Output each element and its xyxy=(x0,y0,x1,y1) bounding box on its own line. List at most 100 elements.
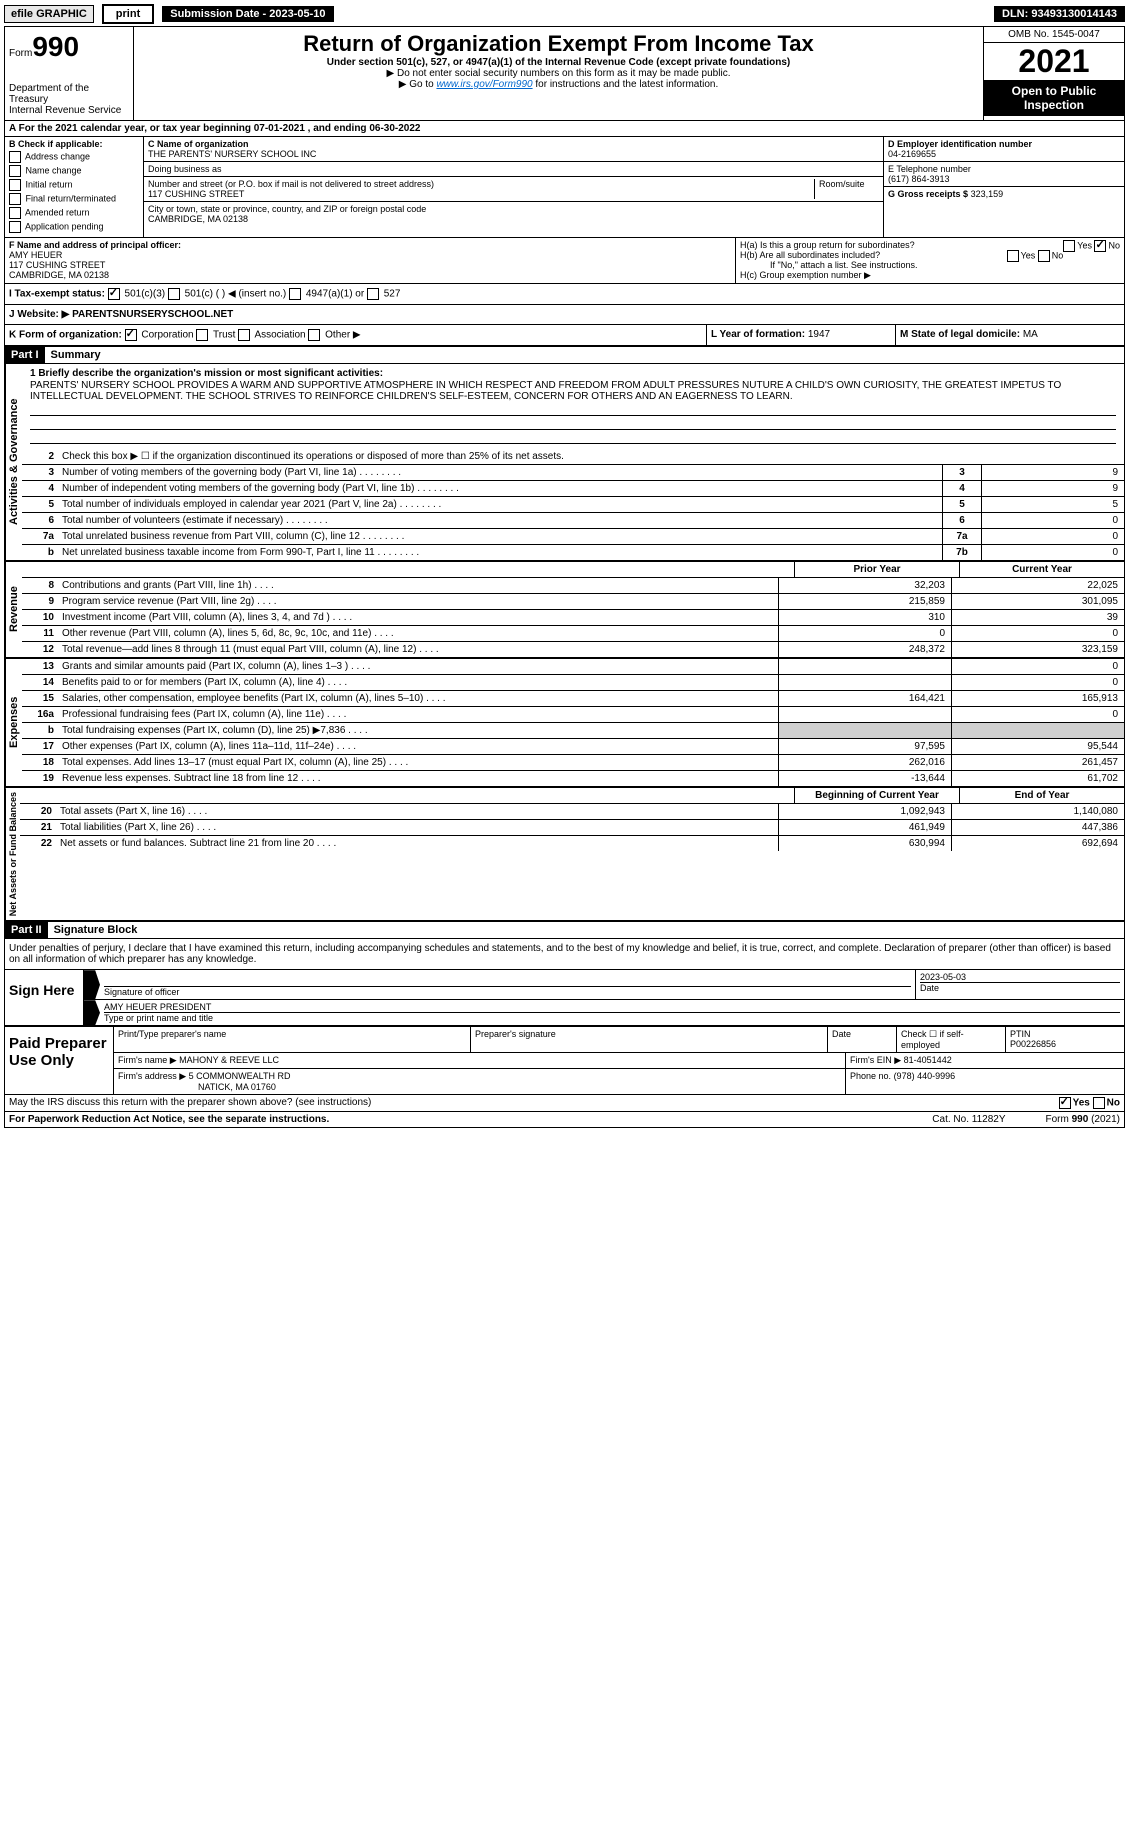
yes-label2: Yes xyxy=(1021,250,1036,260)
preparer-header-row: Print/Type preparer's name Preparer's si… xyxy=(114,1027,1124,1053)
paperwork-notice: For Paperwork Reduction Act Notice, see … xyxy=(9,1114,329,1125)
line-desc: Investment income (Part VIII, column (A)… xyxy=(58,610,778,625)
assoc-checkbox[interactable] xyxy=(238,329,250,341)
checkbox[interactable] xyxy=(9,151,21,163)
501c-checkbox[interactable] xyxy=(168,288,180,300)
gross-value: 323,159 xyxy=(971,189,1004,199)
501c3-checkbox[interactable] xyxy=(108,288,120,300)
year-header-row: Prior Year Current Year xyxy=(22,562,1124,578)
line-desc: Benefits paid to or for members (Part IX… xyxy=(58,675,778,690)
eoy-header: End of Year xyxy=(959,788,1124,803)
line-num-box: 4 xyxy=(942,481,981,496)
line-val: 9 xyxy=(981,465,1124,480)
line-desc: Number of independent voting members of … xyxy=(58,481,942,496)
officer-printed-name: AMY HEUER PRESIDENT xyxy=(104,1002,1120,1012)
current-val: 261,457 xyxy=(951,755,1124,770)
current-val: 165,913 xyxy=(951,691,1124,706)
part1-header: Part I Summary xyxy=(5,347,1124,364)
city-row: City or town, state or province, country… xyxy=(144,202,883,226)
sign-here-label: Sign Here xyxy=(5,970,84,1025)
line-row: 4Number of independent voting members of… xyxy=(22,481,1124,497)
line-desc: Total liabilities (Part X, line 26) . . … xyxy=(56,820,778,835)
current-val: 0 xyxy=(951,626,1124,641)
section-c: C Name of organization THE PARENTS' NURS… xyxy=(144,137,884,237)
sig-label: Signature of officer xyxy=(104,986,911,997)
trust-checkbox[interactable] xyxy=(196,329,208,341)
line-num: 12 xyxy=(22,642,58,657)
527-checkbox[interactable] xyxy=(367,288,379,300)
4947-checkbox[interactable] xyxy=(289,288,301,300)
other-checkbox[interactable] xyxy=(308,329,320,341)
section-e: E Telephone number (617) 864-3913 xyxy=(884,162,1124,187)
hb-yes-checkbox[interactable] xyxy=(1007,250,1019,262)
line-row: 7aTotal unrelated business revenue from … xyxy=(22,529,1124,545)
line-desc: Other revenue (Part VIII, column (A), li… xyxy=(58,626,778,641)
hb-no-checkbox[interactable] xyxy=(1038,250,1050,262)
preparer-section: Paid Preparer Use Only Print/Type prepar… xyxy=(5,1027,1124,1095)
mission-box: 1 Briefly describe the organization's mi… xyxy=(22,364,1124,449)
name-label: C Name of organization xyxy=(148,139,879,149)
part2-badge: Part II xyxy=(5,922,48,938)
blank-num2 xyxy=(20,788,56,803)
line-row: 21Total liabilities (Part X, line 26) . … xyxy=(20,820,1124,836)
checkbox-line: Application pending xyxy=(9,221,139,233)
street-label: Number and street (or P.O. box if mail i… xyxy=(148,179,810,189)
checkbox[interactable] xyxy=(9,193,21,205)
line-num: 10 xyxy=(22,610,58,625)
line-desc: Total fundraising expenses (Part IX, col… xyxy=(58,723,778,738)
line-row: 5Total number of individuals employed in… xyxy=(22,497,1124,513)
checkbox[interactable] xyxy=(9,179,21,191)
prior-val xyxy=(778,707,951,722)
irs-link[interactable]: www.irs.gov/Form990 xyxy=(436,79,532,90)
subtitle: Under section 501(c), 527, or 4947(a)(1)… xyxy=(138,57,979,68)
line-val: 9 xyxy=(981,481,1124,496)
line-num: 16a xyxy=(22,707,58,722)
line-row: 13Grants and similar amounts paid (Part … xyxy=(22,659,1124,675)
prior-val: 32,203 xyxy=(778,578,951,593)
discuss-no-checkbox[interactable] xyxy=(1093,1097,1105,1109)
corp-checkbox[interactable] xyxy=(125,329,137,341)
city-value: CAMBRIDGE, MA 02138 xyxy=(148,214,879,224)
officer-name: AMY HEUER xyxy=(9,250,731,260)
website-value: PARENTSNURSERYSCHOOL.NET xyxy=(72,309,233,320)
addr-cell: Firm's address ▶ 5 COMMONWEALTH RD NATIC… xyxy=(114,1069,846,1094)
part1-title: Summary xyxy=(45,347,107,363)
line-num: 19 xyxy=(22,771,58,786)
discuss-yes-checkbox[interactable] xyxy=(1059,1097,1071,1109)
ein-label: D Employer identification number xyxy=(888,139,1120,149)
line-num: 13 xyxy=(22,659,58,674)
dln: DLN: 93493130014143 xyxy=(994,6,1125,22)
line-row: 17Other expenses (Part IX, column (A), l… xyxy=(22,739,1124,755)
mission-line2 xyxy=(30,403,1116,416)
preparer-grid: Print/Type preparer's name Preparer's si… xyxy=(114,1027,1124,1094)
ha-yes-checkbox[interactable] xyxy=(1063,240,1075,252)
line-num: 7a xyxy=(22,529,58,544)
checkbox[interactable] xyxy=(9,221,21,233)
omb-cell: OMB No. 1545-0047 2021 Open to Public In… xyxy=(983,27,1124,120)
checkbox[interactable] xyxy=(9,165,21,177)
firm-cell: Firm's name ▶ MAHONY & REEVE LLC xyxy=(114,1053,846,1068)
line-num: b xyxy=(22,545,58,560)
checkbox-line: Amended return xyxy=(9,207,139,219)
line-row: 15Salaries, other compensation, employee… xyxy=(22,691,1124,707)
prior-val: 1,092,943 xyxy=(778,804,951,819)
line-val: 0 xyxy=(981,545,1124,560)
date-label: Date xyxy=(920,982,1120,993)
opt-corp: Corporation xyxy=(141,330,193,341)
efile-label: efile GRAPHIC xyxy=(4,5,94,23)
line-row: 19Revenue less expenses. Subtract line 1… xyxy=(22,771,1124,786)
no-label: No xyxy=(1108,240,1120,250)
current-val xyxy=(951,723,1124,738)
form-label: Form xyxy=(9,48,32,59)
line-num: 5 xyxy=(22,497,58,512)
checkbox[interactable] xyxy=(9,207,21,219)
ha-no-checkbox[interactable] xyxy=(1094,240,1106,252)
declaration-text: Under penalties of perjury, I declare th… xyxy=(5,939,1124,970)
print-button[interactable]: print xyxy=(102,4,154,24)
header-row: Form990 Department of the Treasury Inter… xyxy=(5,27,1124,121)
addr-row: Firm's address ▶ 5 COMMONWEALTH RD NATIC… xyxy=(114,1069,1124,1094)
line-num: b xyxy=(22,723,58,738)
prep-phone: (978) 440-9996 xyxy=(894,1071,956,1081)
firm-name: MAHONY & REEVE LLC xyxy=(179,1055,279,1065)
line-num: 18 xyxy=(22,755,58,770)
